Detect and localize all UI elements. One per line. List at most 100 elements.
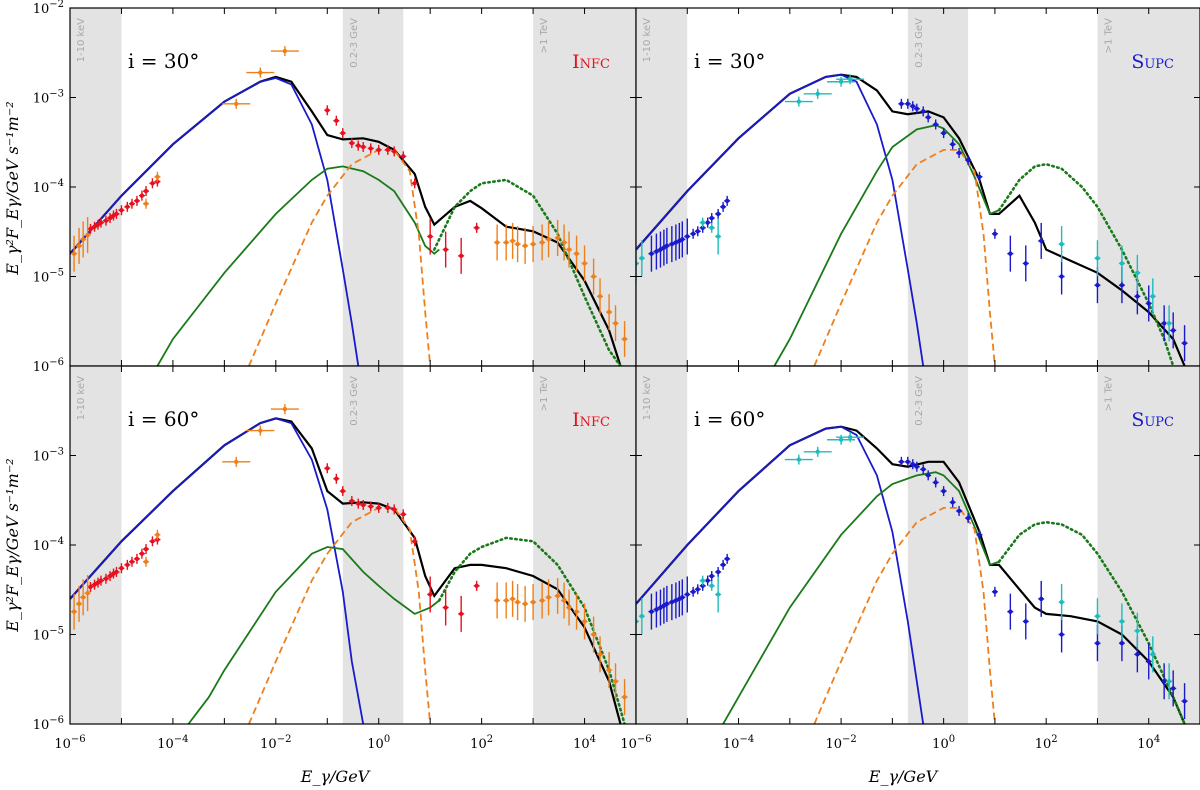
data-point xyxy=(965,155,972,166)
data-point xyxy=(102,573,109,584)
data-point xyxy=(657,231,664,268)
data-point xyxy=(509,222,516,259)
data-point xyxy=(138,190,145,201)
data-point xyxy=(913,103,920,114)
data-point xyxy=(590,258,597,295)
data-point xyxy=(653,233,660,270)
data-point xyxy=(514,584,521,621)
data-point xyxy=(720,559,727,570)
data-point xyxy=(442,589,449,626)
data-point xyxy=(71,235,78,272)
inclination-label: i = 30° xyxy=(694,49,765,73)
data-point xyxy=(679,579,686,616)
data-point xyxy=(1094,240,1101,277)
data-points xyxy=(71,404,628,716)
y-tick-label: 10−4 xyxy=(33,536,64,554)
data-point xyxy=(107,571,114,582)
band-label: >1 TeV xyxy=(539,18,550,53)
data-point xyxy=(355,140,362,151)
band-label: 0.2-3 GeV xyxy=(914,18,925,68)
data-point xyxy=(458,237,465,274)
y-tick-label: 10−6 xyxy=(33,357,64,375)
data-point xyxy=(836,74,865,85)
energy-band-2 xyxy=(533,8,636,366)
x-axis-label-left: E_γ/GeV xyxy=(300,767,371,786)
data-point xyxy=(573,593,580,630)
data-point xyxy=(246,67,275,78)
data-point xyxy=(581,603,588,640)
panel-bottom-left: 1-10 keV 0.2-3 GeV >1 TeV 10−6 10−4 10−2 100 10… xyxy=(33,365,637,752)
data-point xyxy=(638,240,645,277)
data-point xyxy=(668,226,675,263)
x-tick-label: 100 xyxy=(932,734,955,752)
data-point xyxy=(1022,245,1029,282)
data-point xyxy=(94,577,101,588)
data-point xyxy=(1170,312,1177,349)
data-point xyxy=(581,245,588,282)
panel-top-left: 1-10 keV 0.2-3 GeV >1 TeV 10−6 10−5 10−4 10−3 1… xyxy=(33,0,637,375)
curve-pion-decay-unabsorbed xyxy=(997,162,1175,366)
data-point xyxy=(699,575,706,586)
data-point xyxy=(956,505,963,516)
curve-inverse-compton xyxy=(813,149,996,366)
curve-pion-decay xyxy=(187,546,440,724)
data-point xyxy=(965,513,972,524)
x-tick-label: 100 xyxy=(367,734,390,752)
data-point xyxy=(118,563,125,574)
data-point xyxy=(149,536,156,547)
data-point xyxy=(949,139,956,150)
x-tick-label: 10−6 xyxy=(54,734,85,752)
data-point xyxy=(621,321,628,358)
data-point xyxy=(1149,636,1156,673)
data-point xyxy=(1118,603,1125,640)
data-point xyxy=(566,231,573,268)
data-point xyxy=(154,529,161,540)
y-tick-label: 10−6 xyxy=(33,715,64,733)
data-point xyxy=(590,616,597,653)
data-point xyxy=(694,584,701,595)
data-point xyxy=(442,231,449,268)
x-tick-label: 10−4 xyxy=(157,734,188,752)
data-point xyxy=(606,652,613,689)
x-tick-label: 104 xyxy=(1137,734,1160,752)
data-point xyxy=(391,504,398,515)
data-point xyxy=(720,201,727,212)
data-point xyxy=(1181,683,1188,720)
data-point xyxy=(1166,305,1173,342)
data-point xyxy=(898,456,905,467)
data-point xyxy=(715,218,722,255)
inclination-label: i = 60° xyxy=(128,407,199,431)
band-label: 1-10 keV xyxy=(642,18,653,62)
model-label: Supc xyxy=(1131,51,1174,73)
data-point xyxy=(1118,245,1125,282)
data-point xyxy=(904,456,911,467)
data-point xyxy=(684,218,691,255)
data-point xyxy=(84,217,91,254)
data-point xyxy=(1038,222,1045,259)
energy-band-0 xyxy=(70,8,122,366)
data-point xyxy=(561,224,568,261)
data-point xyxy=(1058,616,1065,653)
data-point xyxy=(97,217,104,228)
data-point xyxy=(71,593,78,630)
data-points xyxy=(636,432,1188,720)
data-point xyxy=(648,235,655,272)
data-point xyxy=(694,226,701,237)
data-point xyxy=(679,221,686,258)
data-point xyxy=(133,553,140,564)
inclination-label: i = 60° xyxy=(694,407,765,431)
data-point xyxy=(784,454,813,465)
data-point xyxy=(391,146,398,157)
data-point xyxy=(690,228,697,239)
y-tick-label: 10−3 xyxy=(33,447,64,465)
x-tick-label: 10−4 xyxy=(723,734,754,752)
data-point xyxy=(949,497,956,508)
model-label: Supc xyxy=(1131,409,1174,431)
data-point xyxy=(427,218,434,255)
data-point xyxy=(784,96,813,107)
y-axis-label-top: E_γ²F_Eγ/GeV s⁻¹m⁻² xyxy=(3,101,22,275)
data-point xyxy=(333,115,340,126)
data-point xyxy=(143,556,150,567)
data-point xyxy=(663,585,670,622)
